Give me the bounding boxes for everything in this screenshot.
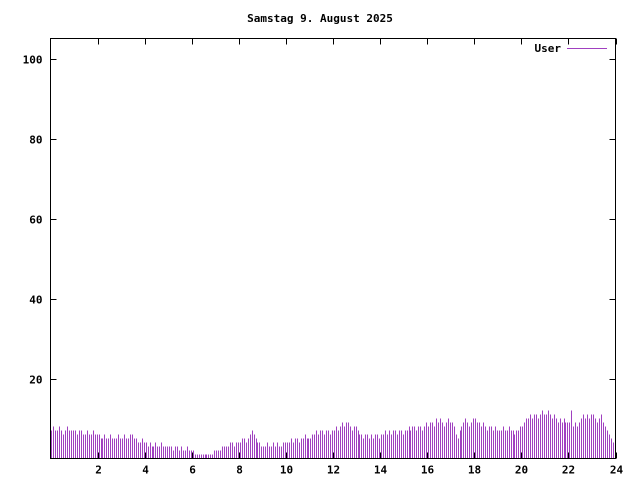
x-tick-label: 22	[562, 464, 575, 477]
x-tick-label: 16	[421, 464, 435, 477]
x-tick-label: 20	[515, 464, 528, 477]
chart-title: Samstag 9. August 2025	[247, 12, 393, 25]
y-tick-label: 80	[29, 134, 42, 147]
legend: User	[534, 42, 607, 55]
x-tick-label: 24	[610, 464, 624, 477]
x-tick-label: 6	[189, 464, 196, 477]
y-tick-label: 100	[23, 54, 43, 67]
y-axis: 20 40 60 80 100	[23, 54, 616, 387]
x-tick-label: 8	[236, 464, 243, 477]
legend-label-user: User	[534, 42, 562, 55]
plot-border	[50, 38, 616, 459]
x-tick-label: 2	[95, 464, 102, 477]
y-tick-label: 20	[29, 374, 42, 387]
data-bars-user	[51, 410, 616, 459]
x-tick-label: 4	[142, 464, 149, 477]
x-tick-label: 18	[468, 464, 481, 477]
x-tick-label: 14	[374, 464, 388, 477]
x-tick-label: 10	[280, 464, 293, 477]
x-axis: 2 4 6 8 10 12 14 16 18 20 22 24	[95, 38, 624, 477]
legend-line-sample	[567, 48, 607, 49]
y-tick-label: 40	[29, 294, 42, 307]
axes	[50, 38, 616, 459]
x-tick-label: 12	[327, 464, 340, 477]
y-tick-label: 60	[29, 214, 42, 227]
